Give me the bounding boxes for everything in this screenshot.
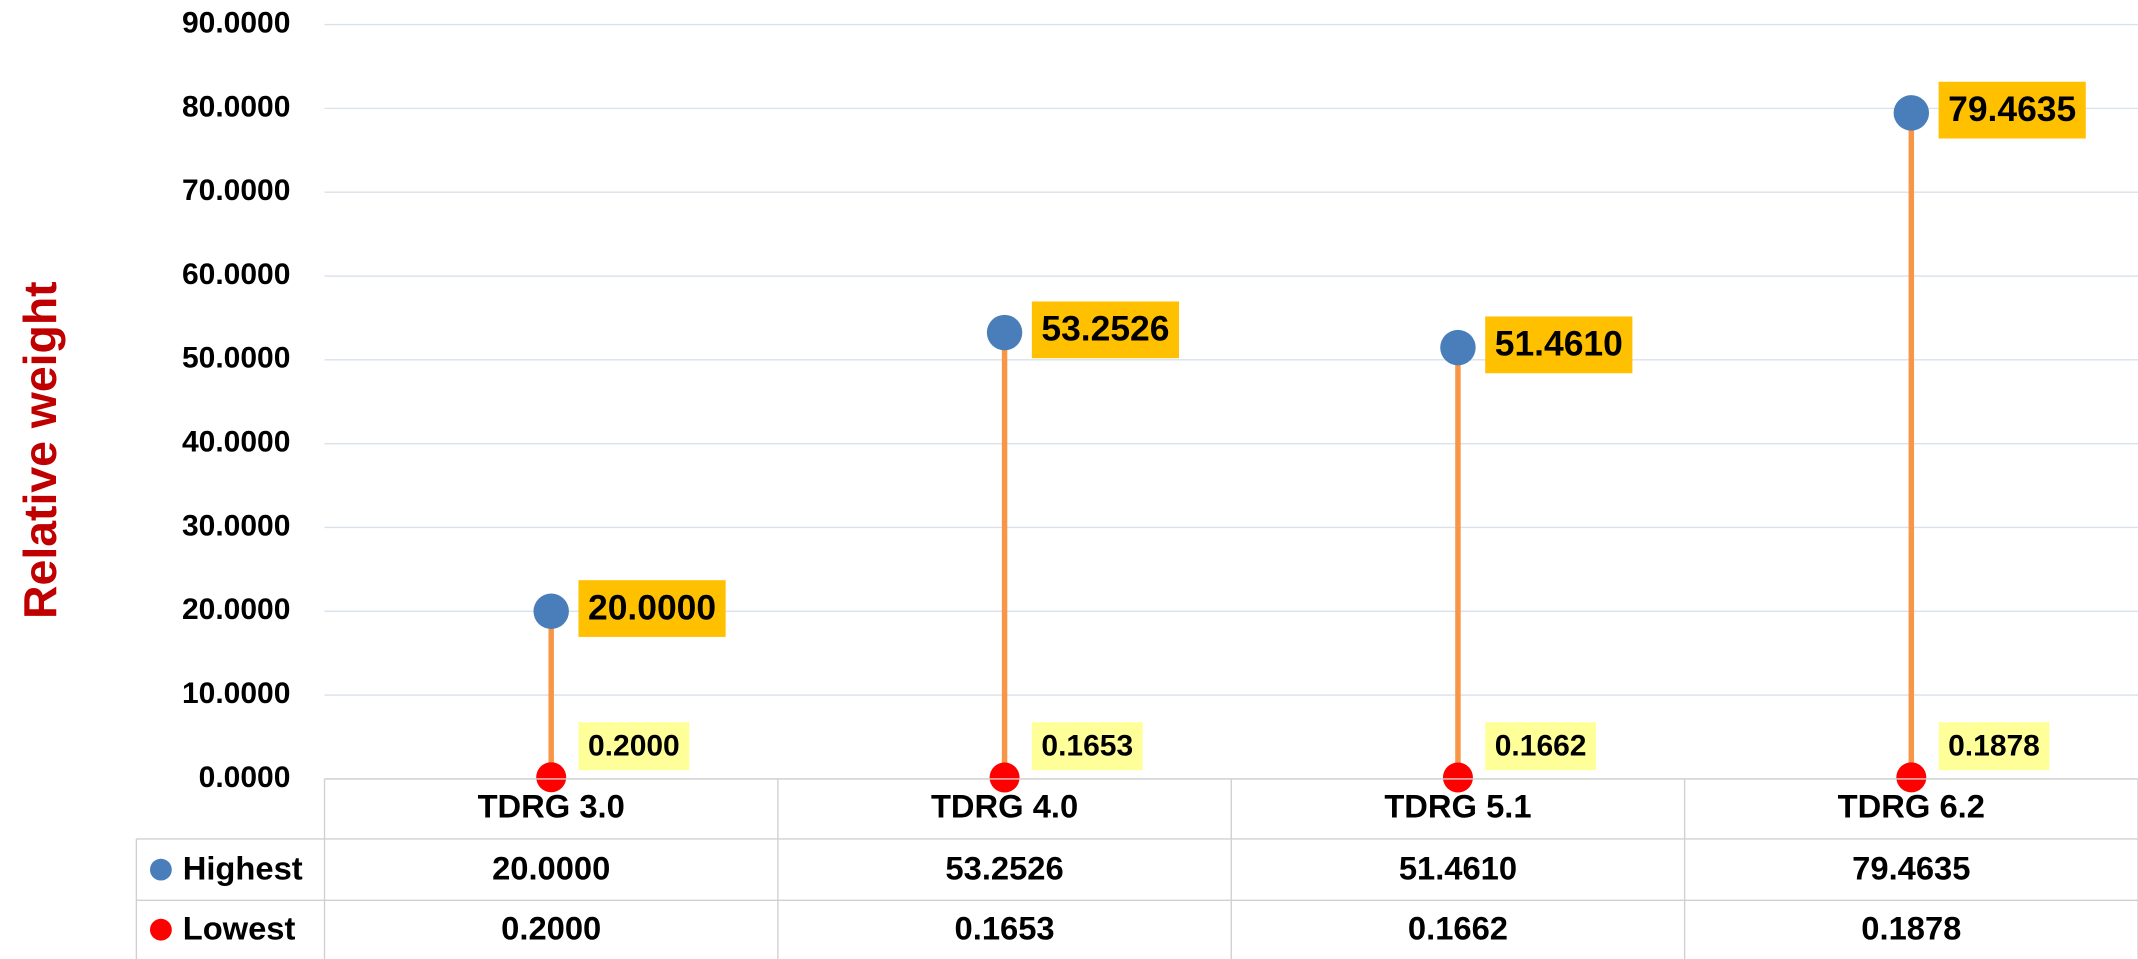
y-tick-label: 70.0000 (182, 174, 290, 207)
y-tick-label: 0.0000 (199, 761, 291, 794)
data-label-box (1031, 722, 1143, 771)
y-tick-label: 40.0000 (182, 426, 290, 459)
data-label: 20.0000 (588, 587, 716, 627)
table-cell: 51.4610 (1399, 850, 1517, 887)
y-tick-label: 60.0000 (182, 258, 290, 291)
x-tick-label: TDRG 3.0 (478, 788, 625, 825)
table-cell: 53.2526 (945, 850, 1063, 887)
dot (989, 762, 1020, 793)
data-label: 0.1662 (1495, 729, 1587, 762)
data-label: 0.2000 (588, 729, 680, 762)
data-label-box (1031, 301, 1180, 359)
legend-label: Lowest (183, 910, 296, 947)
table-cell: 0.1662 (1408, 910, 1508, 947)
data-label: 79.4635 (1948, 89, 2076, 129)
dot (1440, 329, 1476, 366)
y-tick-label: 90.0000 (182, 6, 290, 39)
dot (986, 314, 1023, 351)
dot (1896, 762, 1927, 793)
data-label: 51.4610 (1495, 324, 1623, 364)
data-label: 53.2526 (1041, 309, 1169, 349)
dot (533, 593, 569, 630)
legend-label: Highest (183, 850, 303, 887)
y-tick-label: 50.0000 (182, 342, 290, 375)
y-tick-label: 10.0000 (182, 677, 290, 710)
data-label-box (578, 722, 690, 771)
data-label-box (578, 580, 726, 637)
dot (536, 762, 567, 793)
table-cell: 79.4635 (1852, 850, 1970, 887)
y-axis-label: Relative weight (14, 281, 66, 619)
y-tick-label: 80.0000 (182, 90, 290, 123)
y-tick-label: 20.0000 (182, 593, 290, 626)
dot (1442, 762, 1473, 793)
legend-marker (149, 918, 172, 941)
dot (1893, 95, 1930, 131)
legend-marker (149, 858, 172, 881)
table-cell: 0.2000 (501, 910, 601, 947)
data-label-box (1485, 316, 1633, 374)
data-label: 0.1878 (1948, 729, 2040, 762)
table-cell: 20.0000 (492, 850, 610, 887)
data-label: 0.1653 (1041, 729, 1133, 762)
x-tick-label: TDRG 5.1 (1384, 788, 1531, 825)
x-tick-label: TDRG 4.0 (931, 788, 1078, 825)
table-cell: 0.1653 (955, 910, 1055, 947)
y-tick-label: 30.0000 (182, 509, 290, 542)
x-tick-label: TDRG 6.2 (1838, 788, 1985, 825)
data-label-box (1938, 81, 2086, 139)
table-cell: 0.1878 (1861, 910, 1961, 947)
data-label-box (1485, 722, 1597, 771)
data-label-box (1938, 722, 2050, 771)
